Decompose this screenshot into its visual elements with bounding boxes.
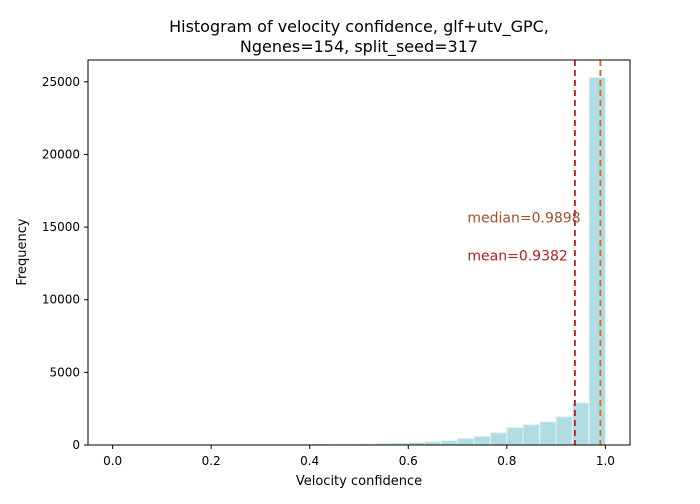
histogram-bar — [540, 422, 556, 445]
x-tick-label: 0.2 — [202, 454, 221, 468]
y-axis-ticks: 0 5000 10000 15000 20000 25000 — [42, 75, 88, 452]
chart-title-line1: Histogram of velocity confidence, glf+ut… — [169, 17, 549, 37]
y-tick-label: 25000 — [42, 75, 80, 89]
histogram-bar — [556, 417, 572, 445]
x-tick-label: 0.6 — [399, 454, 418, 468]
histogram-bar — [458, 438, 474, 445]
y-tick-label: 0 — [72, 438, 80, 452]
y-tick-label: 20000 — [42, 147, 80, 161]
histogram-bar — [589, 77, 605, 445]
x-tick-label: 0.0 — [103, 454, 122, 468]
histogram-bar — [474, 436, 490, 445]
x-axis-label: Velocity confidence — [296, 474, 422, 489]
y-tick-label: 15000 — [42, 220, 80, 234]
annotations: median=0.9898 mean=0.9382 — [467, 211, 580, 265]
y-tick-label: 10000 — [42, 293, 80, 307]
x-tick-label: 0.4 — [300, 454, 319, 468]
annotation-median: median=0.9898 — [467, 211, 580, 227]
histogram-bar — [523, 425, 539, 445]
y-axis-label: Frequency — [15, 218, 30, 285]
annotation-mean: mean=0.9382 — [467, 248, 567, 264]
chart-title-line2: Ngenes=154, split_seed=317 — [240, 37, 478, 57]
x-tick-label: 0.8 — [497, 454, 516, 468]
histogram-bar — [491, 433, 507, 445]
x-axis-ticks: 0.0 0.2 0.4 0.6 0.8 1.0 — [103, 445, 615, 468]
histogram-bar — [441, 441, 457, 445]
y-tick-label: 5000 — [49, 365, 80, 379]
histogram-bar — [507, 428, 523, 445]
x-tick-label: 1.0 — [596, 454, 615, 468]
